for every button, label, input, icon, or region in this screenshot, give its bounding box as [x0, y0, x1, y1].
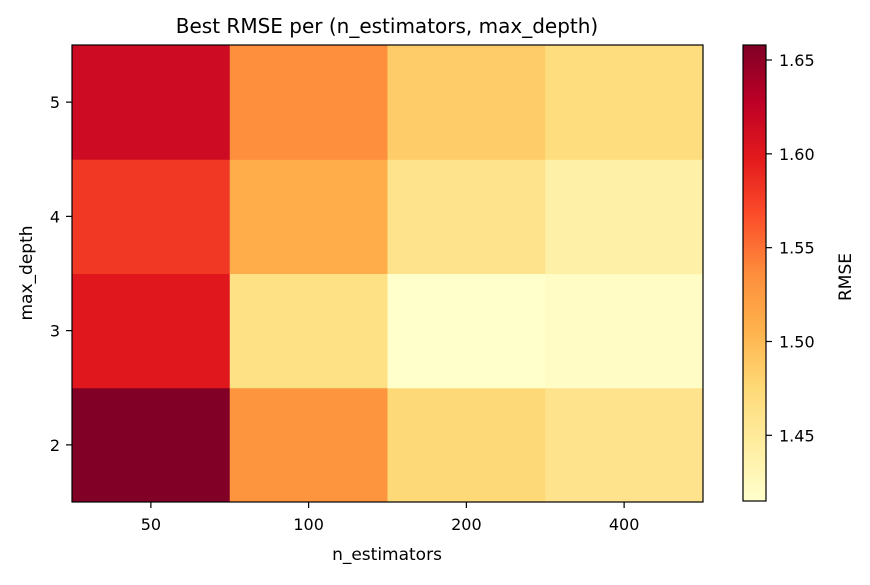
- x-tick-label: 100: [293, 515, 324, 534]
- colorbar-label: RMSE: [836, 253, 856, 301]
- heatmap-cell: [387, 387, 546, 503]
- y-tick-label: 2: [50, 436, 60, 455]
- y-tick-label: 3: [50, 322, 60, 341]
- colorbar-tick-label: 1.45: [779, 426, 815, 445]
- x-tick-label: 200: [451, 515, 482, 534]
- colorbar: [742, 44, 767, 502]
- heatmap-cell: [72, 273, 231, 389]
- y-tick-label: 4: [50, 207, 60, 226]
- plot-frame: [71, 44, 704, 503]
- x-axis-ticks: 50 100 200 400: [141, 502, 640, 534]
- chart-title: Best RMSE per (n_estimators, max_depth): [176, 14, 598, 38]
- heatmap-cell: [387, 273, 546, 389]
- colorbar-tick-label: 1.55: [779, 239, 815, 258]
- heatmap-cell: [229, 159, 388, 274]
- heatmap-cell: [72, 387, 231, 503]
- heatmap-cell: [72, 159, 231, 274]
- y-tick-label: 5: [50, 93, 60, 112]
- colorbar-tick-label: 1.60: [779, 145, 815, 164]
- heatmap-cell: [387, 45, 546, 160]
- heatmap-cell: [545, 159, 704, 274]
- x-tick-label: 400: [609, 515, 640, 534]
- x-axis-label: n_estimators: [332, 545, 442, 565]
- heatmap-cell: [387, 159, 546, 274]
- heatmap-cell: [229, 273, 388, 389]
- y-axis-ticks: 2 3 4 5: [50, 93, 72, 455]
- heatmap-cell: [229, 387, 388, 503]
- x-tick-label: 50: [141, 515, 161, 534]
- heatmap-cell: [545, 45, 704, 160]
- heatmap-cell: [545, 387, 704, 503]
- colorbar-tick-label: 1.50: [779, 332, 815, 351]
- colorbar-ticks: 1.45 1.50 1.55 1.60 1.65: [766, 51, 815, 445]
- y-axis-label: max_depth: [17, 225, 37, 320]
- colorbar-tick-label: 1.65: [779, 51, 815, 70]
- heatmap-cell: [229, 45, 388, 160]
- heatmap-cells: [72, 45, 704, 503]
- heatmap-cell: [72, 45, 231, 160]
- heatmap-cell: [545, 273, 704, 389]
